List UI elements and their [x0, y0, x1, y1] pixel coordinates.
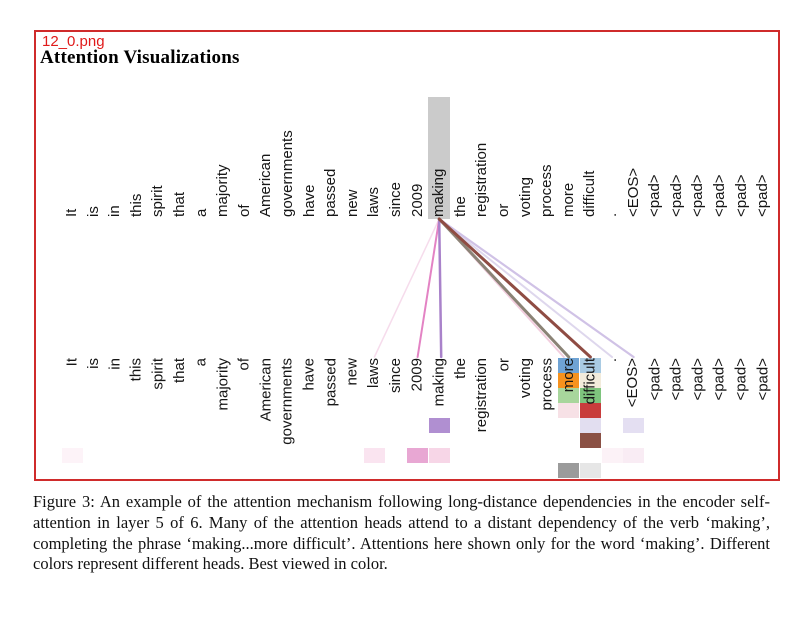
bottom-token-label: a [192, 358, 210, 367]
top-token-label: a [192, 208, 210, 217]
bottom-token-label: have [300, 358, 318, 391]
top-token-label: <pad> [754, 174, 772, 217]
figure-border-box [34, 30, 780, 481]
top-token-label: <pad> [646, 174, 664, 217]
bottom-token-label: laws [365, 358, 383, 389]
attention-cell [407, 448, 429, 463]
top-token-label: more [559, 182, 577, 217]
bottom-token-label: this [127, 358, 145, 382]
bottom-token-label: difficult [581, 358, 599, 405]
bottom-token-label: <pad> [732, 358, 750, 401]
bottom-token-label: <pad> [689, 358, 707, 401]
attention-cell [579, 388, 601, 403]
top-token-label: . [603, 212, 620, 217]
bottom-token-label: that [171, 358, 188, 384]
attention-cell [558, 403, 580, 418]
top-token-label: voting [516, 176, 534, 217]
bottom-token-label: . [603, 358, 620, 363]
top-token-label: have [300, 184, 318, 217]
top-token-label: making [430, 168, 448, 217]
attention-cell [558, 388, 580, 403]
attention-cell [579, 403, 601, 418]
attention-cell [579, 463, 601, 478]
top-token-label: that [171, 191, 188, 217]
top-token-label: in [106, 205, 124, 217]
bottom-token-label: more [559, 358, 577, 393]
bottom-token-label: process [538, 358, 556, 411]
top-token-label: this [127, 193, 145, 217]
top-token-label: new [343, 189, 361, 217]
bottom-token-label: of [235, 358, 253, 371]
bottom-token-label: <pad> [667, 358, 685, 401]
attention-cell [558, 463, 580, 478]
bottom-token-label: governments [279, 358, 296, 445]
bottom-token-label: is [84, 358, 102, 369]
bottom-token-label: in [106, 358, 124, 370]
attention-cell [623, 448, 645, 463]
bottom-token-label: the [451, 358, 469, 379]
attention-cell [579, 373, 601, 388]
top-token-label: spirit [149, 185, 167, 217]
top-token-label: <pad> [711, 174, 728, 217]
attention-cell [61, 448, 83, 463]
top-token-label: <pad> [667, 174, 685, 217]
bottom-token-label: <pad> [646, 358, 664, 401]
figure-title: Attention Visualizations [40, 47, 240, 68]
top-token-label: the [451, 196, 469, 217]
attention-cell [363, 448, 385, 463]
top-token-label: passed [322, 168, 340, 217]
bottom-token-label: <pad> [754, 358, 772, 401]
bottom-token-label: or [495, 358, 512, 372]
top-token-label: <EOS> [624, 167, 642, 217]
top-token-label: laws [365, 186, 383, 217]
top-token-label: <pad> [689, 174, 707, 217]
top-token-label: process [538, 164, 556, 217]
bottom-token-label: American [257, 358, 275, 422]
attention-cell [579, 433, 601, 448]
top-token-label: or [495, 203, 512, 217]
top-token-label: majority [214, 164, 232, 217]
bottom-token-label: spirit [149, 358, 167, 390]
top-token-label: registration [473, 142, 491, 217]
top-token-label: governments [279, 130, 296, 217]
top-token-label: since [387, 181, 404, 217]
bottom-token-label: <pad> [711, 358, 728, 401]
figure-caption: Figure 3: An example of the attention me… [33, 492, 770, 574]
top-token-label: difficult [581, 170, 599, 217]
attention-cell [428, 448, 450, 463]
attention-cell [558, 373, 580, 388]
bottom-token-label: passed [322, 358, 340, 407]
top-token-label: is [84, 206, 102, 217]
query-token-highlight [428, 97, 451, 219]
top-token-label: It [63, 208, 80, 217]
attention-cell [558, 358, 580, 373]
bottom-token-label: majority [214, 358, 232, 411]
top-token-label: <pad> [732, 174, 750, 217]
figure-filename: 12_0.png [42, 33, 105, 50]
top-token-label: 2009 [408, 183, 426, 217]
bottom-token-label: It [63, 358, 80, 367]
top-token-label: American [257, 153, 275, 217]
bottom-token-label: 2009 [408, 358, 426, 392]
bottom-token-label: <EOS> [624, 358, 642, 408]
bottom-token-label: new [343, 358, 361, 386]
top-token-label: of [235, 204, 253, 217]
attention-cell [623, 418, 645, 433]
bottom-token-label: registration [473, 358, 491, 433]
bottom-token-label: making [430, 358, 448, 407]
bottom-token-label: since [387, 358, 404, 394]
attention-cell [428, 418, 450, 433]
attention-cell [601, 448, 623, 463]
attention-cell [579, 358, 601, 373]
bottom-token-label: voting [516, 358, 534, 399]
attention-cell [579, 418, 601, 433]
